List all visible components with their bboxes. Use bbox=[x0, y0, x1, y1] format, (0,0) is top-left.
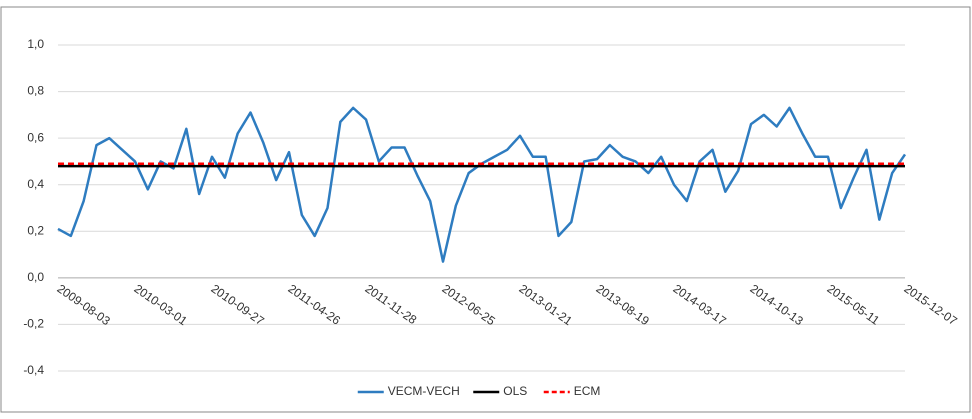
y-tick-label: 1,0 bbox=[27, 37, 44, 51]
y-tick-label: 0,6 bbox=[27, 130, 44, 144]
legend-label: ECM bbox=[574, 384, 601, 398]
chart-frame bbox=[0, 6, 971, 413]
y-tick-label: 0,8 bbox=[27, 84, 44, 98]
y-tick-label: -0,4 bbox=[23, 363, 44, 377]
legend-label: VECM-VECH bbox=[388, 384, 460, 398]
y-tick-label: 0,4 bbox=[27, 177, 44, 191]
legend-label: OLS bbox=[503, 384, 527, 398]
y-tick-label: 0,0 bbox=[27, 270, 44, 284]
y-tick-label: 0,2 bbox=[27, 223, 44, 237]
y-tick-label: -0,2 bbox=[23, 317, 44, 331]
